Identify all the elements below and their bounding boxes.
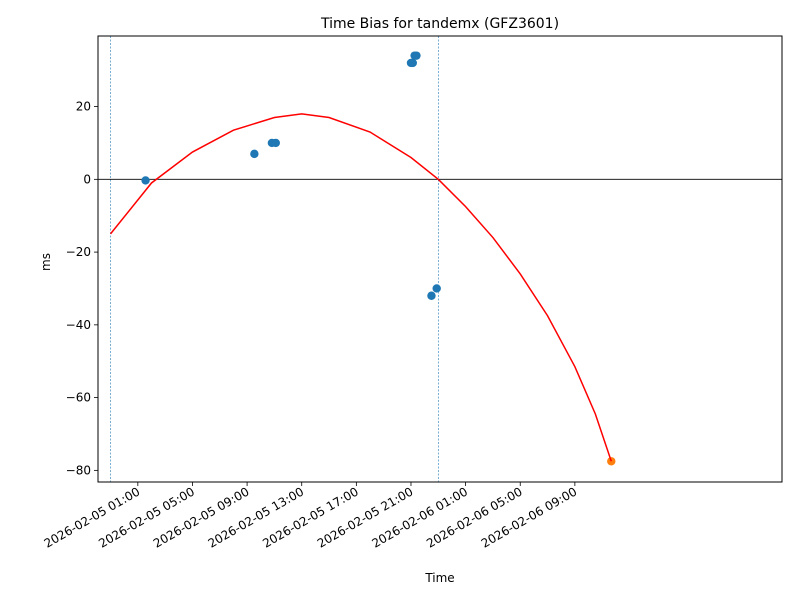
data-point [607,457,616,466]
data-point [271,138,280,148]
data-point [427,291,436,300]
y-tick-label: −20 [66,245,91,259]
y-tick-label: −80 [66,463,91,477]
y-axis-label: ms [39,253,53,271]
data-point [408,58,417,68]
y-tick-label: 20 [76,100,91,114]
data-point [141,176,150,185]
data-point [432,284,441,293]
data-point [250,149,259,159]
y-tick-label: −60 [66,391,91,405]
y-tick-label: 0 [83,172,91,186]
chart-title: Time Bias for tandemx (GFZ3601) [320,16,559,32]
plot-frame [97,35,783,483]
plot-area [98,36,782,482]
fit-curve-line [109,113,612,462]
y-tick-label: −40 [66,318,91,332]
x-axis-label: Time [424,571,454,585]
data-point [412,51,421,60]
